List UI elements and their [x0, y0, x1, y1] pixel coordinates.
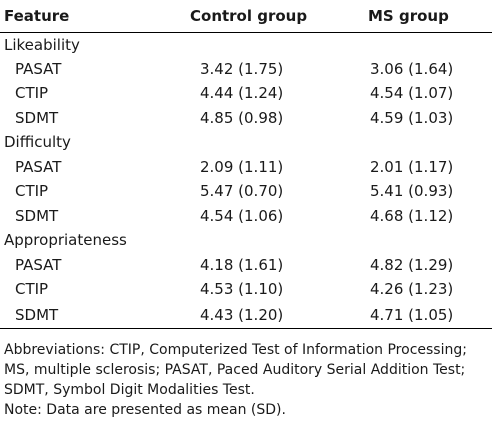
ms-value: 2.01 (1.17) [370, 157, 454, 176]
row-label: SDMT [15, 206, 59, 225]
ms-value: 4.26 (1.23) [370, 280, 454, 299]
control-value: 4.44 (1.24) [200, 84, 284, 103]
ms-value: 4.54 (1.07) [370, 84, 454, 103]
ms-value: 3.06 (1.64) [370, 59, 454, 78]
control-value: 4.53 (1.10) [200, 280, 284, 299]
header-ms-group: MS group [336, 0, 492, 33]
table-row: PASAT 4.18 (1.61) 4.82 (1.29) [0, 253, 492, 278]
footnote-line: SDMT, Symbol Digit Modalities Test. [4, 382, 255, 398]
group-label: Appropriateness [4, 231, 127, 250]
table-row: SDMT 4.43 (1.20) 4.71 (1.05) [0, 301, 492, 329]
row-label: PASAT [15, 59, 62, 78]
table-row: CTIP 5.47 (0.70) 5.41 (0.93) [0, 179, 492, 204]
control-value: 5.47 (0.70) [200, 182, 284, 201]
footnote-line: MS, multiple sclerosis; PASAT, Paced Aud… [4, 362, 466, 378]
control-value: 2.09 (1.11) [200, 157, 284, 176]
control-value: 4.54 (1.06) [200, 206, 284, 225]
results-table-container: Feature Control group MS group Likeabili… [0, 0, 492, 329]
table-row: CTIP 4.53 (1.10) 4.26 (1.23) [0, 277, 492, 302]
row-label: CTIP [15, 182, 49, 201]
ms-value: 5.41 (0.93) [370, 182, 454, 201]
row-label: CTIP [15, 280, 49, 299]
header-control-group: Control group [166, 0, 336, 33]
results-table: Feature Control group MS group Likeabili… [0, 0, 492, 329]
ms-value: 4.71 (1.05) [336, 301, 492, 329]
ms-value: 4.82 (1.29) [370, 255, 454, 274]
row-label: PASAT [15, 157, 62, 176]
table-row: PASAT 2.09 (1.11) 2.01 (1.17) [0, 155, 492, 180]
table-row: SDMT 4.54 (1.06) 4.68 (1.12) [0, 204, 492, 229]
group-label: Difficulty [4, 133, 71, 152]
group-row-appropriateness: Appropriateness [0, 228, 492, 253]
ms-value: 4.59 (1.03) [370, 108, 454, 127]
group-row-difficulty: Difficulty [0, 130, 492, 155]
group-label: Likeability [4, 35, 80, 54]
table-row: CTIP 4.44 (1.24) 4.54 (1.07) [0, 81, 492, 106]
row-label: SDMT [15, 108, 59, 127]
control-value: 3.42 (1.75) [200, 59, 284, 78]
control-value: 4.18 (1.61) [200, 255, 284, 274]
row-label: PASAT [15, 255, 62, 274]
group-row-likeability: Likeability [0, 32, 492, 57]
header-feature: Feature [0, 0, 166, 33]
control-value: 4.43 (1.20) [166, 301, 336, 329]
table-row: PASAT 3.42 (1.75) 3.06 (1.64) [0, 57, 492, 82]
table-footnote: Abbreviations: CTIP, Computerized Test o… [4, 340, 490, 420]
control-value: 4.85 (0.98) [200, 108, 284, 127]
footnote-line: Abbreviations: CTIP, Computerized Test o… [4, 342, 467, 358]
table-body: Likeability PASAT 3.42 (1.75) 3.06 (1.64… [0, 32, 492, 329]
footnote-note: Note: Data are presented as mean (SD). [4, 402, 286, 418]
row-label: SDMT [0, 301, 166, 329]
header-row: Feature Control group MS group [0, 0, 492, 33]
table-row: SDMT 4.85 (0.98) 4.59 (1.03) [0, 106, 492, 131]
row-label: CTIP [15, 84, 49, 103]
table-header: Feature Control group MS group [0, 0, 492, 33]
ms-value: 4.68 (1.12) [370, 206, 454, 225]
